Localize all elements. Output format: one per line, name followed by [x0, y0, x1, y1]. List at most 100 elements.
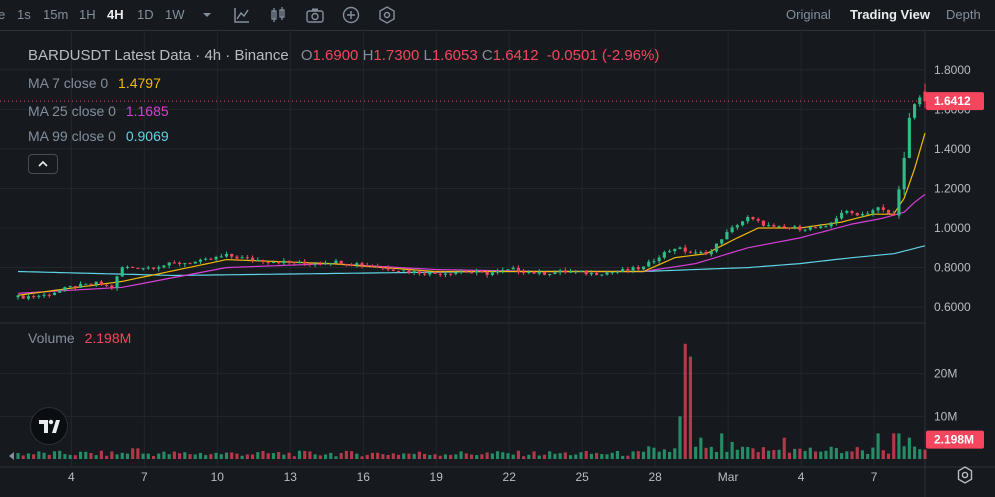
- tradingview-logo-icon[interactable]: [30, 407, 68, 445]
- timeframe-1d[interactable]: 1D: [137, 7, 154, 22]
- scroll-left-icon[interactable]: [9, 452, 14, 460]
- candle: [480, 270, 484, 273]
- add-icon[interactable]: [341, 5, 361, 25]
- view-depth[interactable]: Depth: [946, 7, 981, 22]
- view-original[interactable]: Original: [786, 7, 831, 22]
- volume-bar: [402, 453, 406, 459]
- volume-bar: [855, 447, 859, 459]
- candle: [490, 270, 494, 277]
- volume-bar: [574, 454, 578, 459]
- volume-bar: [480, 454, 484, 459]
- volume-bar: [449, 454, 453, 459]
- candle: [787, 227, 792, 230]
- x-tick-label: 4: [798, 470, 805, 484]
- volume-bar: [183, 452, 187, 459]
- timeframe-e[interactable]: e: [0, 7, 6, 22]
- candle: [761, 220, 765, 227]
- candle: [469, 270, 474, 274]
- candle: [709, 249, 713, 257]
- volume-bar: [282, 454, 286, 459]
- volume-bar: [469, 454, 474, 459]
- volume-bar: [245, 454, 249, 459]
- candle: [464, 271, 468, 274]
- volume-bar: [271, 453, 275, 459]
- candle: [334, 258, 338, 264]
- timeframe-1w[interactable]: 1W: [165, 7, 185, 22]
- volume-bar: [902, 446, 906, 459]
- volume-bar: [297, 450, 302, 459]
- price-tick-label: 0.6000: [934, 300, 971, 314]
- collapse-legend-button[interactable]: [28, 154, 58, 174]
- volume-bar: [881, 450, 885, 459]
- candle-type-icon[interactable]: [268, 5, 288, 25]
- volume-bar: [365, 454, 369, 459]
- volume-bar: [740, 446, 745, 459]
- candle: [183, 262, 187, 267]
- candle: [209, 257, 213, 260]
- volume-bar: [819, 451, 823, 459]
- candle: [313, 261, 317, 268]
- candle: [428, 271, 432, 277]
- volume-tick-label: 20M: [934, 367, 957, 381]
- view-trading-view[interactable]: Trading View: [850, 7, 930, 22]
- candle: [136, 267, 140, 270]
- candle: [720, 239, 724, 246]
- volume-bar: [694, 446, 698, 459]
- volume-bar: [485, 452, 489, 459]
- gear-icon[interactable]: [955, 465, 975, 485]
- volume-bar: [720, 433, 724, 459]
- candle: [751, 216, 755, 221]
- chevron-down-icon[interactable]: [197, 5, 217, 25]
- volume-bar: [652, 447, 656, 459]
- indicator-icon[interactable]: [232, 5, 252, 25]
- volume-bar: [918, 449, 922, 459]
- volume-bar: [475, 455, 479, 459]
- candle: [605, 270, 609, 276]
- candle: [386, 265, 390, 272]
- open-value: 1.6900: [312, 47, 359, 64]
- volume-bar: [772, 450, 776, 459]
- candle: [662, 250, 666, 260]
- candle: [522, 268, 526, 276]
- candle: [923, 83, 927, 109]
- candle: [782, 223, 786, 229]
- volume-bar: [542, 454, 547, 459]
- volume-bar: [589, 453, 593, 459]
- x-tick-label: 7: [871, 470, 878, 484]
- volume-bar: [136, 448, 140, 459]
- candle: [626, 266, 630, 273]
- candle: [501, 267, 505, 274]
- candle: [548, 273, 552, 277]
- timeframe-4h[interactable]: 4H: [107, 7, 124, 22]
- candle: [808, 225, 812, 232]
- volume-bar: [761, 447, 765, 459]
- chart-toolbar: e 1s 15m 1H 4H 1D 1W Original Trading Vi…: [0, 0, 995, 31]
- volume-bar: [913, 446, 917, 459]
- volume-bar: [615, 450, 620, 459]
- ma99-value: 0.9069: [125, 128, 169, 144]
- candle: [303, 259, 307, 266]
- volume-bar: [600, 454, 604, 459]
- volume-bar: [871, 447, 875, 459]
- candle: [803, 229, 807, 232]
- timeframe-1s[interactable]: 1s: [17, 7, 31, 22]
- settings-hex-icon[interactable]: [377, 5, 397, 25]
- volume-bar: [845, 451, 849, 459]
- camera-icon[interactable]: [305, 5, 325, 25]
- change-value: -0.0501 (-2.96%): [546, 47, 660, 64]
- chevron-up-icon: [38, 160, 48, 167]
- candle: [251, 255, 255, 263]
- candle: [735, 223, 739, 230]
- volume-bar: [459, 451, 463, 459]
- price-tick-label: 1.2000: [934, 181, 971, 195]
- volume-bar: [412, 453, 416, 459]
- volume-bar: [495, 451, 500, 459]
- volume-bar: [209, 454, 213, 459]
- volume-bar: [782, 437, 786, 459]
- price-chart[interactable]: 4710131619222528Mar471.80001.60001.40001…: [0, 31, 995, 497]
- x-tick-label: 10: [211, 470, 225, 484]
- timeframe-1h[interactable]: 1H: [79, 7, 96, 22]
- volume-bar: [527, 454, 531, 459]
- candle: [167, 262, 171, 269]
- timeframe-15m[interactable]: 15m: [43, 7, 69, 22]
